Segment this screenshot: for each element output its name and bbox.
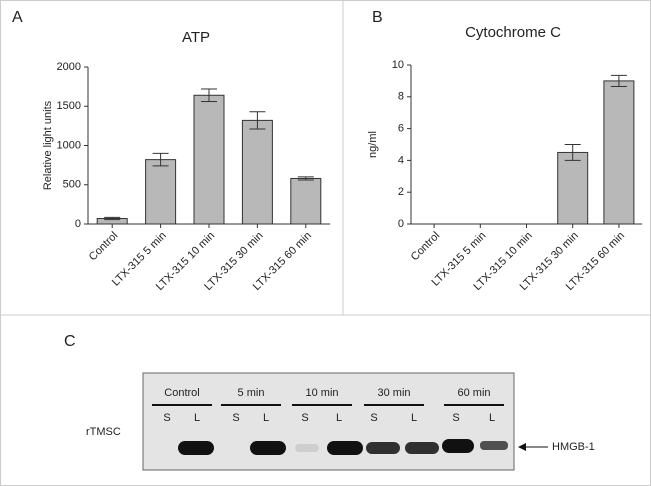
y-tick-label: 4: [398, 154, 404, 166]
band: [405, 442, 439, 454]
bar: [193, 94, 225, 225]
panel-label: C: [64, 333, 76, 350]
lane-group-label: 60 min: [457, 387, 490, 399]
band-label: HMGB-1: [552, 441, 595, 453]
bar: [241, 119, 273, 225]
y-axis-label: Relative light units: [42, 100, 54, 190]
arrow-head: [518, 443, 526, 451]
row-label: rTMSC: [86, 426, 121, 438]
band: [480, 441, 508, 450]
lane-label: S: [370, 412, 377, 424]
lane-group-label: 10 min: [305, 387, 338, 399]
y-tick-label: 1500: [57, 100, 81, 112]
y-tick-label: 1000: [57, 139, 81, 151]
y-tick-label: 2000: [57, 61, 81, 73]
lane-label: S: [301, 412, 308, 424]
band: [366, 442, 400, 454]
y-tick-label: 0: [75, 218, 81, 230]
panel-label: A: [12, 9, 23, 26]
lane-label: L: [263, 412, 269, 424]
y-tick-label: 2: [398, 186, 404, 198]
band: [327, 441, 363, 455]
bar: [145, 159, 177, 225]
y-tick-label: 8: [398, 91, 404, 103]
lane-label: S: [232, 412, 239, 424]
lane-group-label: Control: [164, 387, 199, 399]
y-tick-label: 6: [398, 123, 404, 135]
band: [178, 441, 214, 455]
chart-title: Cytochrome C: [465, 24, 561, 41]
lane-label: S: [163, 412, 170, 424]
blot-panel: C rTMSC HMGB-1 Control S L 5 min S L 10 min S L 3…: [64, 333, 595, 471]
bands: [178, 439, 508, 455]
bar: [557, 151, 589, 225]
band: [295, 444, 319, 452]
lane-label: L: [411, 412, 417, 424]
blot-membrane: [142, 372, 515, 471]
lane-group-label: 30 min: [377, 387, 410, 399]
chart-title: ATP: [182, 29, 210, 46]
y-tick-label: 500: [63, 179, 81, 191]
lane-label: L: [194, 412, 200, 424]
y-tick-label: 10: [392, 59, 404, 71]
band: [250, 441, 286, 455]
bar: [603, 80, 635, 225]
lane-label: L: [336, 412, 342, 424]
panel-label: B: [372, 9, 383, 26]
y-tick-label: 0: [398, 218, 404, 230]
band: [442, 439, 474, 453]
bar: [290, 177, 322, 225]
y-axis-label: ng/ml: [367, 131, 379, 158]
lane-label: L: [489, 412, 495, 424]
lane-label: S: [452, 412, 459, 424]
lane-group-label: 5 min: [238, 387, 265, 399]
